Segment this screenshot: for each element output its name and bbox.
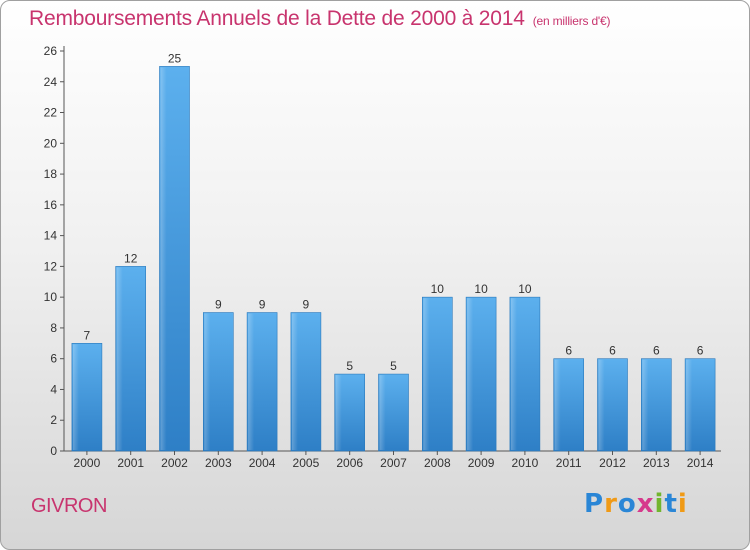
value-label: 6	[653, 344, 660, 358]
y-tick-label: 6	[50, 352, 57, 366]
logo-letter: P	[584, 489, 605, 519]
bar-highlight	[335, 375, 342, 450]
y-tick-label: 0	[50, 444, 57, 458]
bar-highlight	[72, 344, 79, 450]
x-tick-label: 2010	[512, 456, 539, 470]
logo-letter: t	[664, 489, 678, 519]
logo-letter: r	[604, 489, 618, 519]
bar-highlight	[160, 67, 167, 450]
y-tick-label: 2	[50, 413, 57, 427]
chart-title: Remboursements Annuels de la Dette de 20…	[29, 7, 610, 31]
value-label: 5	[346, 359, 353, 373]
bar-highlight	[554, 359, 561, 450]
x-tick-label: 2005	[293, 456, 320, 470]
value-label: 25	[168, 51, 182, 65]
proxiti-logo[interactable]: Proxiti	[584, 489, 688, 519]
y-tick-label: 14	[44, 229, 58, 243]
y-tick-label: 10	[44, 290, 58, 304]
x-tick-label: 2014	[687, 456, 714, 470]
x-tick-label: 2000	[74, 456, 101, 470]
x-tick-label: 2007	[380, 456, 407, 470]
y-tick-label: 22	[44, 106, 58, 120]
value-label: 10	[474, 282, 488, 296]
x-tick-label: 2011	[556, 456, 582, 470]
y-tick-label: 24	[44, 75, 58, 89]
x-tick-label: 2004	[249, 456, 276, 470]
bar-highlight	[423, 298, 430, 450]
y-tick-label: 26	[44, 44, 58, 58]
value-label: 7	[84, 328, 91, 342]
bar-highlight	[116, 267, 123, 450]
bar-highlight	[686, 359, 693, 450]
x-tick-label: 2009	[468, 456, 495, 470]
logo-letter: i	[654, 489, 665, 519]
y-tick-label: 20	[44, 136, 58, 150]
bar-highlight	[291, 313, 298, 450]
bar-highlight	[204, 313, 211, 450]
value-label: 6	[609, 344, 616, 358]
y-tick-label: 4	[50, 382, 57, 396]
x-tick-label: 2001	[117, 456, 144, 470]
commune-name: GIVRON	[31, 495, 107, 517]
value-label: 10	[431, 282, 445, 296]
x-tick-label: 2002	[161, 456, 188, 470]
bar-highlight	[379, 375, 386, 450]
value-label: 6	[697, 344, 704, 358]
x-tick-label: 2013	[643, 456, 670, 470]
value-label: 10	[518, 282, 532, 296]
value-label: 6	[565, 344, 572, 358]
x-tick-label: 2006	[336, 456, 363, 470]
logo-letter: o	[617, 489, 637, 519]
y-tick-label: 12	[44, 259, 58, 273]
value-label: 9	[303, 298, 310, 312]
logo-letter: x	[636, 489, 655, 519]
bar-highlight	[642, 359, 649, 450]
value-label: 12	[124, 251, 138, 265]
y-tick-label: 16	[44, 198, 58, 212]
x-tick-label: 2003	[205, 456, 232, 470]
bar-highlight	[510, 298, 517, 450]
value-label: 5	[390, 359, 397, 373]
bar-highlight	[248, 313, 255, 450]
value-label: 9	[259, 298, 266, 312]
logo-letter: i	[677, 489, 688, 519]
y-tick-label: 8	[50, 321, 57, 335]
chart-subtitle: (en milliers d'€)	[532, 14, 611, 28]
bar-highlight	[467, 298, 474, 450]
x-tick-label: 2012	[599, 456, 626, 470]
title-text: Remboursements Annuels de la Dette de 20…	[29, 7, 525, 30]
x-tick-label: 2008	[424, 456, 451, 470]
bar-highlight	[598, 359, 605, 450]
y-tick-label: 18	[44, 167, 58, 181]
value-label: 9	[215, 298, 222, 312]
